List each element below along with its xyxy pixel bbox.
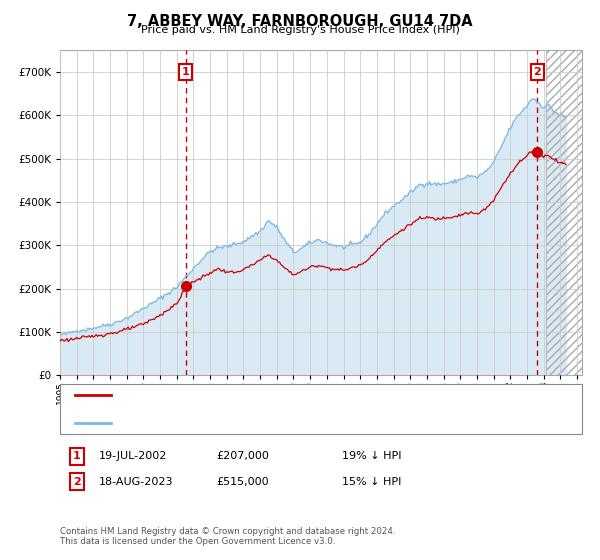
Text: 1: 1 xyxy=(182,67,190,77)
Text: £515,000: £515,000 xyxy=(216,477,269,487)
Text: 15% ↓ HPI: 15% ↓ HPI xyxy=(342,477,401,487)
Text: 1: 1 xyxy=(73,451,80,461)
Text: 19-JUL-2002: 19-JUL-2002 xyxy=(99,451,167,461)
Text: 2: 2 xyxy=(73,477,80,487)
Text: Price paid vs. HM Land Registry's House Price Index (HPI): Price paid vs. HM Land Registry's House … xyxy=(140,25,460,35)
Text: 19% ↓ HPI: 19% ↓ HPI xyxy=(342,451,401,461)
Text: 7, ABBEY WAY, FARNBOROUGH, GU14 7DA (detached house): 7, ABBEY WAY, FARNBOROUGH, GU14 7DA (det… xyxy=(117,390,433,400)
Text: 2: 2 xyxy=(533,67,541,77)
Text: 18-AUG-2023: 18-AUG-2023 xyxy=(99,477,173,487)
Text: 7, ABBEY WAY, FARNBOROUGH, GU14 7DA: 7, ABBEY WAY, FARNBOROUGH, GU14 7DA xyxy=(127,14,473,29)
Text: HPI: Average price, detached house, Rushmoor: HPI: Average price, detached house, Rush… xyxy=(117,418,362,428)
Text: £207,000: £207,000 xyxy=(216,451,269,461)
Text: Contains HM Land Registry data © Crown copyright and database right 2024.
This d: Contains HM Land Registry data © Crown c… xyxy=(60,526,395,546)
